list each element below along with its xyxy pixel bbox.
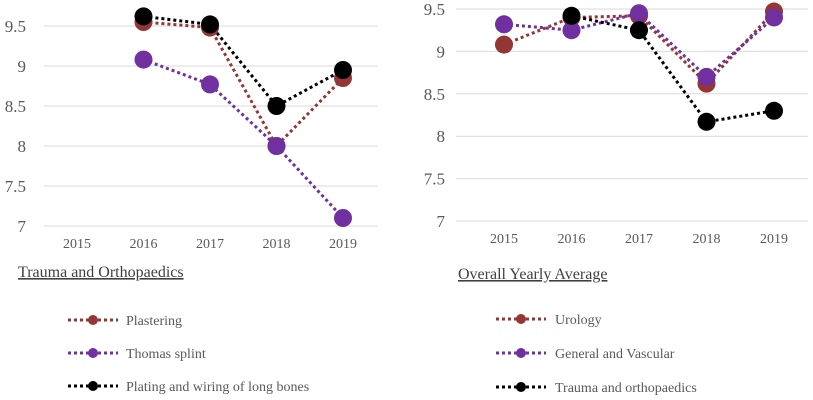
data-point <box>201 15 219 34</box>
x-tick-label: 2017 <box>196 237 224 252</box>
legend-label: Plating and wiring of long bones <box>126 380 309 395</box>
x-tick-label: 2016 <box>558 232 586 247</box>
legend-label: Plastering <box>126 314 182 329</box>
legend-label: Trauma and orthopaedics <box>555 381 697 396</box>
x-tick-label: 2019 <box>329 237 357 252</box>
x-tick-label: 2017 <box>625 232 653 247</box>
y-tick-label: 8 <box>437 127 446 146</box>
data-point <box>134 50 153 69</box>
chart-title: Trauma and Orthopaedics <box>18 264 184 281</box>
data-point <box>267 137 286 155</box>
y-tick-label: 9 <box>18 57 27 76</box>
x-tick-label: 2018 <box>263 237 291 252</box>
y-tick-label: 7 <box>437 212 446 231</box>
y-tick-label: 9.5 <box>5 17 26 36</box>
y-tick-label: 9.5 <box>424 0 445 19</box>
data-point <box>495 35 513 54</box>
series-line-1 <box>143 20 345 149</box>
y-tick-label: 9 <box>437 42 446 61</box>
series-line-2 <box>142 58 345 220</box>
x-tick-label: 2019 <box>760 232 788 247</box>
data-point <box>334 61 352 79</box>
series-line-3 <box>143 14 344 108</box>
series-line-3 <box>571 14 775 124</box>
data-point <box>765 8 783 27</box>
y-tick-label: 7.5 <box>5 177 26 196</box>
data-point <box>697 112 716 131</box>
data-point <box>495 15 513 34</box>
y-tick-label: 7.5 <box>424 170 445 189</box>
data-point <box>765 101 783 120</box>
data-point <box>697 67 716 86</box>
y-tick-label: 8.5 <box>424 85 445 104</box>
legend-label: Thomas splint <box>126 347 206 362</box>
legend-label: Urology <box>555 313 602 328</box>
x-tick-label: 2015 <box>63 237 91 252</box>
data-point <box>134 7 153 26</box>
x-tick-label: 2018 <box>693 232 721 247</box>
data-point <box>630 4 648 23</box>
data-point <box>630 21 648 40</box>
legend-marker <box>88 381 98 391</box>
data-point <box>562 6 581 25</box>
legend-marker <box>88 348 98 358</box>
x-tick-label: 2016 <box>130 237 158 252</box>
data-point <box>334 209 352 227</box>
x-tick-label: 2015 <box>490 232 518 247</box>
chart-title: Overall Yearly Average <box>458 266 607 283</box>
legend-label: General and Vascular <box>555 347 675 362</box>
data-point <box>201 75 219 94</box>
y-tick-label: 8.5 <box>5 97 26 116</box>
legend-marker <box>516 382 526 392</box>
series-line-2 <box>503 11 775 79</box>
data-point <box>267 97 286 115</box>
data-point <box>562 21 581 40</box>
y-tick-label: 7 <box>18 217 27 236</box>
y-tick-label: 8 <box>18 137 27 156</box>
legend-marker <box>516 314 526 324</box>
legend-marker <box>516 348 526 358</box>
legend-marker <box>88 315 98 325</box>
